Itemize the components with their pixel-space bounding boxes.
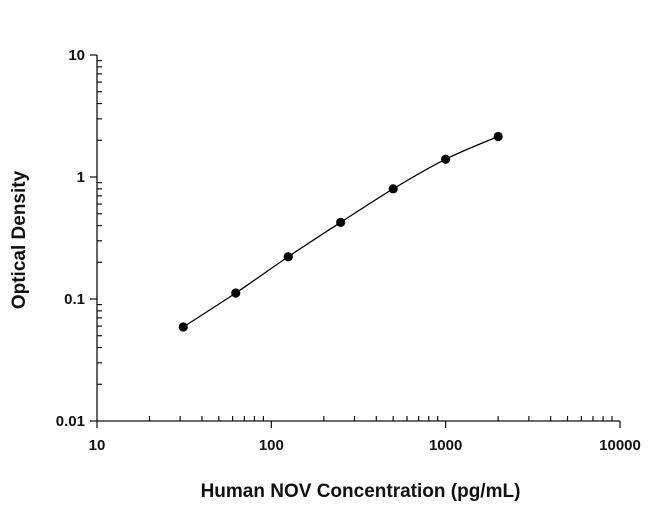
y-tick-label: 10 xyxy=(68,47,85,64)
y-tick-label: 1 xyxy=(77,169,85,186)
data-point xyxy=(388,184,398,194)
data-point xyxy=(178,322,188,332)
x-axis-title: Human NOV Concentration (pg/mL) xyxy=(201,481,521,502)
axes xyxy=(96,55,620,422)
data-point xyxy=(493,131,503,142)
y-tick-label: 0.1 xyxy=(64,291,85,308)
data-point xyxy=(231,288,241,298)
data-points xyxy=(178,131,503,332)
y-axis-title: Optical Density xyxy=(9,170,30,309)
data-point xyxy=(441,154,451,164)
tick-labels: 0.01 0.1 1 10 10 100 1000 10000 xyxy=(56,47,641,454)
y-tick-label: 0.01 xyxy=(56,413,85,430)
ticks xyxy=(90,54,621,428)
x-tick-label: 1000 xyxy=(429,437,462,454)
x-tick-label: 10 xyxy=(89,437,106,454)
x-tick-label: 100 xyxy=(259,437,284,454)
fit-curve xyxy=(182,135,499,328)
data-point xyxy=(283,252,293,262)
x-tick-label: 10000 xyxy=(599,437,641,454)
data-point xyxy=(336,217,346,227)
